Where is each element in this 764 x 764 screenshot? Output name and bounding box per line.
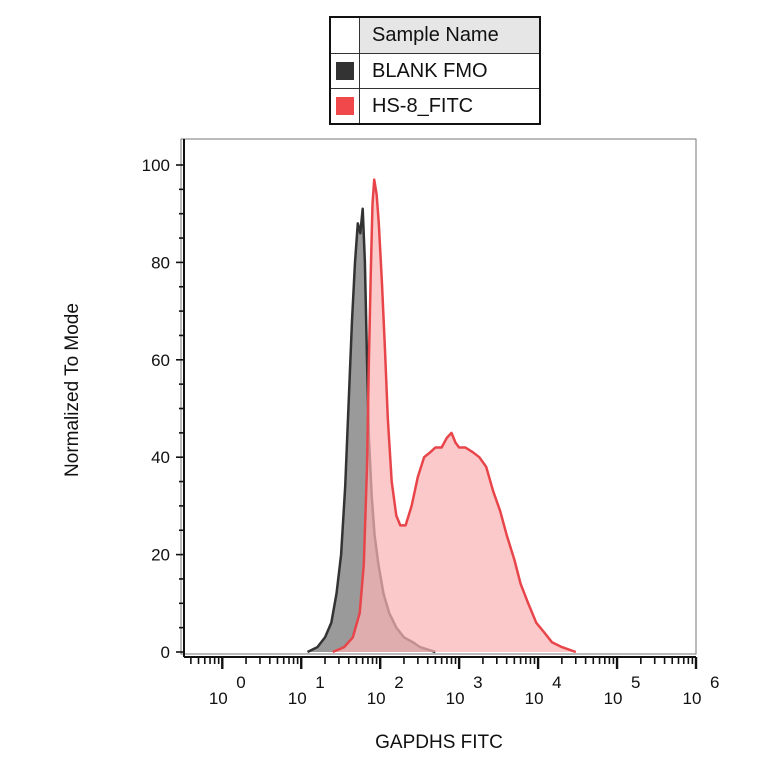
y-tick-label: 20 bbox=[151, 546, 170, 565]
x-tick-label-base: 10 bbox=[604, 689, 623, 708]
legend-swatch-blank-fmo bbox=[336, 62, 354, 80]
x-tick-label-exponent: 2 bbox=[394, 673, 403, 692]
x-tick-label-exponent: 1 bbox=[315, 673, 324, 692]
legend-swatch-hs8-fitc bbox=[336, 97, 354, 115]
legend-header-row: Sample Name bbox=[331, 18, 539, 53]
legend-label-blank-fmo: BLANK FMO bbox=[372, 59, 488, 82]
x-tick-label-exponent: 4 bbox=[552, 673, 561, 692]
legend-entry-blank-fmo: BLANK FMO bbox=[331, 53, 539, 88]
plot-frame bbox=[180, 138, 697, 655]
legend-swatch-cell bbox=[331, 54, 360, 88]
y-tick-label: 80 bbox=[151, 253, 170, 272]
y-tick-label: 100 bbox=[142, 156, 170, 175]
series-layer bbox=[306, 178, 577, 654]
series-line-1 bbox=[332, 178, 577, 654]
legend-label-hs8-fitc: HS-8_FITC bbox=[372, 94, 474, 117]
legend-header-label: Sample Name bbox=[360, 18, 539, 53]
y-axis-title: Normalized To Mode bbox=[62, 303, 83, 477]
y-tick-label: 40 bbox=[151, 448, 170, 467]
legend-entry-hs8-fitc: HS-8_FITC bbox=[331, 88, 539, 123]
x-tick-label-exponent: 6 bbox=[710, 673, 719, 692]
x-tick-label-base: 10 bbox=[446, 689, 465, 708]
x-tick-label-base: 10 bbox=[288, 689, 307, 708]
y-tick-label: 60 bbox=[151, 351, 170, 370]
x-tick-label-base: 10 bbox=[209, 689, 228, 708]
y-tick-label: 0 bbox=[161, 643, 170, 662]
x-tick-label-exponent: 5 bbox=[631, 673, 640, 692]
x-tick-label-exponent: 0 bbox=[236, 673, 245, 692]
legend-header-blank-cell bbox=[331, 18, 360, 53]
x-tick-label-base: 10 bbox=[683, 689, 702, 708]
legend: Sample Name BLANK FMO HS-8_FITC bbox=[329, 16, 541, 125]
x-tick-label-base: 10 bbox=[525, 689, 544, 708]
x-axis-title: GAPDHS FITC bbox=[375, 732, 503, 753]
legend-swatch-cell bbox=[331, 89, 360, 123]
x-tick-label-exponent: 3 bbox=[473, 673, 482, 692]
x-tick-label-base: 10 bbox=[367, 689, 386, 708]
series-fill-1 bbox=[332, 179, 576, 652]
